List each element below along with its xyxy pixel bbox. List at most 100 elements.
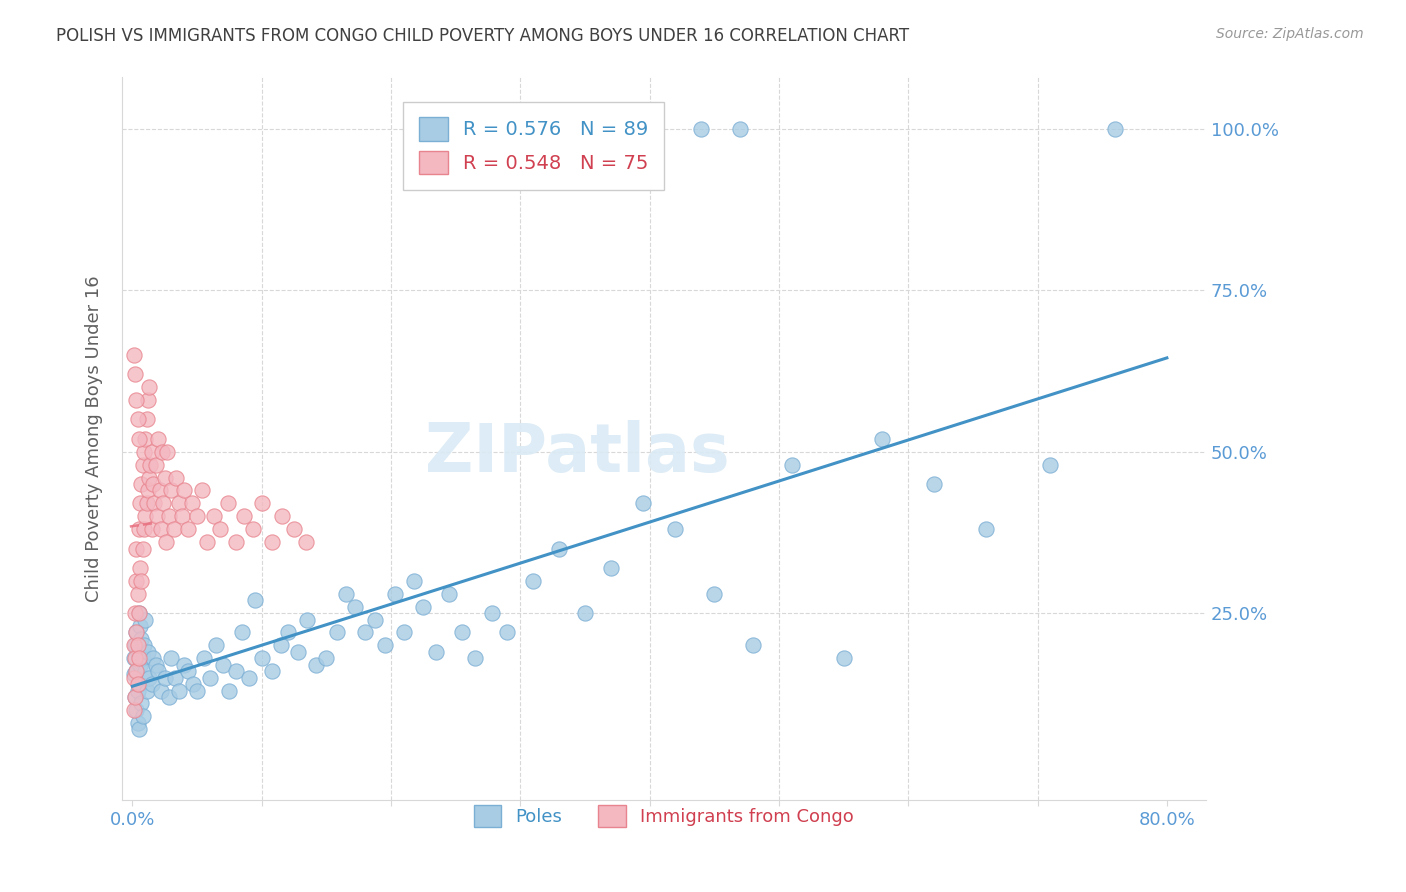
Point xyxy=(131,574,153,588)
Point xyxy=(134,509,156,524)
Point xyxy=(125,664,148,678)
Point xyxy=(128,606,150,620)
Point xyxy=(294,535,316,549)
Point xyxy=(122,638,145,652)
Point xyxy=(138,380,160,394)
Point xyxy=(464,651,486,665)
Point xyxy=(127,645,149,659)
Point xyxy=(155,535,177,549)
Point xyxy=(124,638,146,652)
Point xyxy=(217,496,239,510)
Point xyxy=(181,677,204,691)
Point xyxy=(129,561,152,575)
Point xyxy=(315,651,337,665)
Point xyxy=(153,671,176,685)
Point xyxy=(167,496,190,510)
Point xyxy=(742,638,765,652)
Point xyxy=(1039,458,1062,472)
Point xyxy=(148,664,170,678)
Point xyxy=(412,599,434,614)
Point xyxy=(138,671,160,685)
Point xyxy=(122,667,145,681)
Point xyxy=(127,715,149,730)
Point xyxy=(136,393,159,408)
Point xyxy=(141,677,163,691)
Point xyxy=(145,657,167,672)
Point xyxy=(153,470,176,484)
Point xyxy=(132,638,155,652)
Point xyxy=(131,632,153,646)
Point xyxy=(149,522,172,536)
Point xyxy=(198,671,221,685)
Point xyxy=(127,677,149,691)
Point xyxy=(141,444,163,458)
Point xyxy=(631,496,654,510)
Point xyxy=(238,671,260,685)
Point xyxy=(728,122,751,136)
Point xyxy=(202,509,225,524)
Point xyxy=(703,587,725,601)
Point xyxy=(374,638,396,652)
Point xyxy=(143,496,166,510)
Point xyxy=(125,703,148,717)
Point xyxy=(124,606,146,620)
Point xyxy=(156,444,179,458)
Point xyxy=(127,587,149,601)
Point xyxy=(186,683,208,698)
Point xyxy=(163,522,186,536)
Point xyxy=(225,664,247,678)
Point xyxy=(127,683,149,698)
Point xyxy=(165,470,187,484)
Point xyxy=(131,477,153,491)
Point xyxy=(142,477,165,491)
Point xyxy=(212,657,235,672)
Point xyxy=(250,496,273,510)
Point xyxy=(404,574,426,588)
Point xyxy=(142,651,165,665)
Point xyxy=(177,664,200,678)
Point xyxy=(132,458,155,472)
Point xyxy=(141,522,163,536)
Point xyxy=(152,496,174,510)
Point xyxy=(231,625,253,640)
Point xyxy=(690,122,713,136)
Point xyxy=(780,458,803,472)
Point xyxy=(129,619,152,633)
Point xyxy=(157,509,180,524)
Point xyxy=(242,522,264,536)
Point xyxy=(170,509,193,524)
Point xyxy=(343,599,366,614)
Point xyxy=(125,541,148,556)
Point xyxy=(872,432,894,446)
Point xyxy=(173,483,195,498)
Point xyxy=(193,651,215,665)
Point xyxy=(124,651,146,665)
Point xyxy=(132,522,155,536)
Point xyxy=(260,664,283,678)
Point xyxy=(125,393,148,408)
Point xyxy=(974,522,997,536)
Point xyxy=(136,483,159,498)
Point xyxy=(1104,122,1126,136)
Point xyxy=(132,709,155,723)
Point xyxy=(129,496,152,510)
Point xyxy=(260,535,283,549)
Point xyxy=(271,509,294,524)
Point xyxy=(599,561,621,575)
Point xyxy=(128,723,150,737)
Point xyxy=(129,657,152,672)
Point xyxy=(134,613,156,627)
Point xyxy=(325,625,347,640)
Point xyxy=(270,638,292,652)
Point xyxy=(128,606,150,620)
Point xyxy=(132,541,155,556)
Point xyxy=(922,477,945,491)
Point xyxy=(245,593,267,607)
Point xyxy=(135,496,157,510)
Point xyxy=(191,483,214,498)
Point xyxy=(122,348,145,362)
Point xyxy=(125,625,148,640)
Point xyxy=(522,574,544,588)
Point xyxy=(180,496,202,510)
Point xyxy=(148,483,170,498)
